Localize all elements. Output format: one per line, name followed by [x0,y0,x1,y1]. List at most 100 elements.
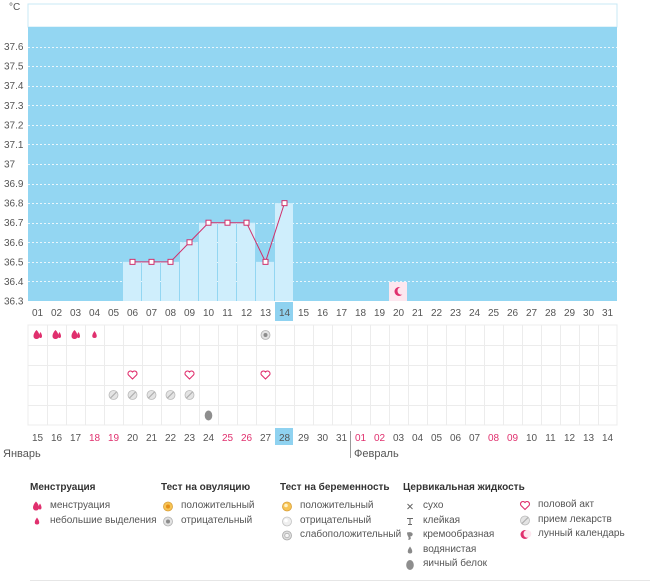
cycle-day-label: 11 [222,308,233,319]
bbt-chart: °C 36.3 36.4 36.5 36.6 36.7 36.8 36.9 37 37.1 37.… [3,2,618,460]
cycle-day-label: 21 [412,308,424,319]
legend-label: яичный белок [423,558,488,569]
temperature-point [205,219,212,226]
temperature-bar [199,222,217,301]
cycle-day-label: 22 [431,308,443,319]
temperature-point [167,258,174,265]
legend-title-menstruation: Менструация [30,482,96,493]
legend-cervical: Цервикальная жидкость сухо клейкая кремо… [403,482,525,572]
date-label: 11 [545,433,556,444]
cycle-day-label: 19 [374,308,386,319]
y-tick-label: 36.4 [4,277,24,288]
heart-icon [184,370,195,380]
chart-top-band [27,3,618,28]
date-label: 12 [564,433,576,444]
marker-grid-frame [27,324,618,426]
legend-label: клейкая [423,514,461,526]
dry-icon [403,500,417,513]
cycle-day-label: 02 [51,308,63,319]
date-label: 10 [526,433,538,444]
month-label-january: Январь [3,448,41,460]
legend-title-cervical: Цервикальная жидкость [403,482,525,493]
ovulation-positive-icon [161,500,175,513]
temperature-bar [180,242,198,301]
temperature-bar [123,261,141,301]
legend-item-pregnancy-negative: отрицательный [280,514,401,529]
cycle-day-label: 05 [108,308,120,319]
y-tick-label: 36.6 [4,238,24,249]
today-date-highlight [275,428,293,445]
legend-label: лунный календарь [538,528,625,539]
menstruation-icon [33,330,42,339]
legend-item-pregnancy-weak: слабоположительный [280,528,401,543]
legend-item-ovulation-negative: отрицательный [161,514,254,529]
legend-item-menstruation: менструация [30,499,157,514]
date-label: 16 [51,433,63,444]
temperature-point [148,258,155,265]
cycle-day-label: 25 [488,308,500,319]
cycle-day-label: 06 [127,308,139,319]
date-label: 06 [450,433,462,444]
legend-title-ovulation: Тест на овуляцию [161,482,251,493]
cycle-day-label: 28 [545,308,557,319]
heart-icon [518,499,532,512]
date-label: 31 [336,433,348,444]
moon-icon [518,528,532,541]
legend-label: отрицательный [181,514,253,526]
legend-item-intercourse: половой акт [518,498,625,513]
legend-item-spotting: небольшие выделения [30,514,157,529]
date-label: 08 [488,433,500,444]
pregnancy-positive-icon [280,500,294,513]
temperature-point [243,219,250,226]
temperature-bar [161,261,179,301]
legend-menstruation: Менструация менструация небольшие выделе… [30,482,157,528]
legend-item-dry: сухо [403,499,525,514]
cycle-day-label: 17 [336,308,348,319]
legend-item-moon: лунный календарь [518,527,625,542]
legend-label: положительный [300,500,374,511]
legend: Менструация менструация небольшие выделе… [30,482,650,570]
cycle-day-label: 30 [583,308,595,319]
pill-icon [165,390,176,400]
pill-icon [146,390,157,400]
y-tick-label: 36.3 [4,297,24,308]
legend-pregnancy: Тест на беременность положительный отриц… [280,482,401,543]
y-tick-label: 37.3 [4,101,24,112]
cycle-day-label: 23 [450,308,462,319]
date-label: 03 [393,433,405,444]
today-highlight [275,302,293,321]
ovulation-negative-icon [161,515,175,528]
date-label: 28 [279,433,291,444]
pill-icon [108,390,119,400]
legend-label: прием лекарств [538,513,612,525]
legend-item-egg-white: яичный белок [403,557,525,572]
menstruation-icon [30,500,44,513]
cycle-day-label: 31 [602,308,614,319]
menstruation-icon [52,330,61,339]
cycle-day-label: 14 [279,308,291,319]
cycle-day-label: 29 [564,308,576,319]
date-label: 01 [355,433,367,444]
legend-item-medication: прием лекарств [518,513,625,528]
cycle-day-label: 24 [469,308,481,319]
cycle-day-label: 27 [526,308,538,319]
creamy-icon [403,529,417,542]
legend-label: кремообразная [423,529,495,540]
date-label: 14 [602,433,614,444]
legend-label: положительный [181,500,255,511]
legend-item-sticky: клейкая [403,514,525,529]
temperature-bar [218,222,236,301]
y-tick-label: 37.4 [4,81,24,92]
cycle-day-label: 10 [203,308,215,319]
cycle-day-label: 18 [355,308,367,319]
y-tick-label: 37.1 [4,140,24,151]
temperature-point [281,200,288,207]
temperature-bar [142,261,160,301]
spotting-icon [30,515,44,528]
legend-item-pregnancy-positive: положительный [280,499,401,514]
legend-label: слабоположительный [300,529,402,540]
moon-marker [389,282,407,301]
pill-icon [184,390,195,400]
pill-icon [127,390,138,400]
cycle-day-label: 16 [317,308,329,319]
